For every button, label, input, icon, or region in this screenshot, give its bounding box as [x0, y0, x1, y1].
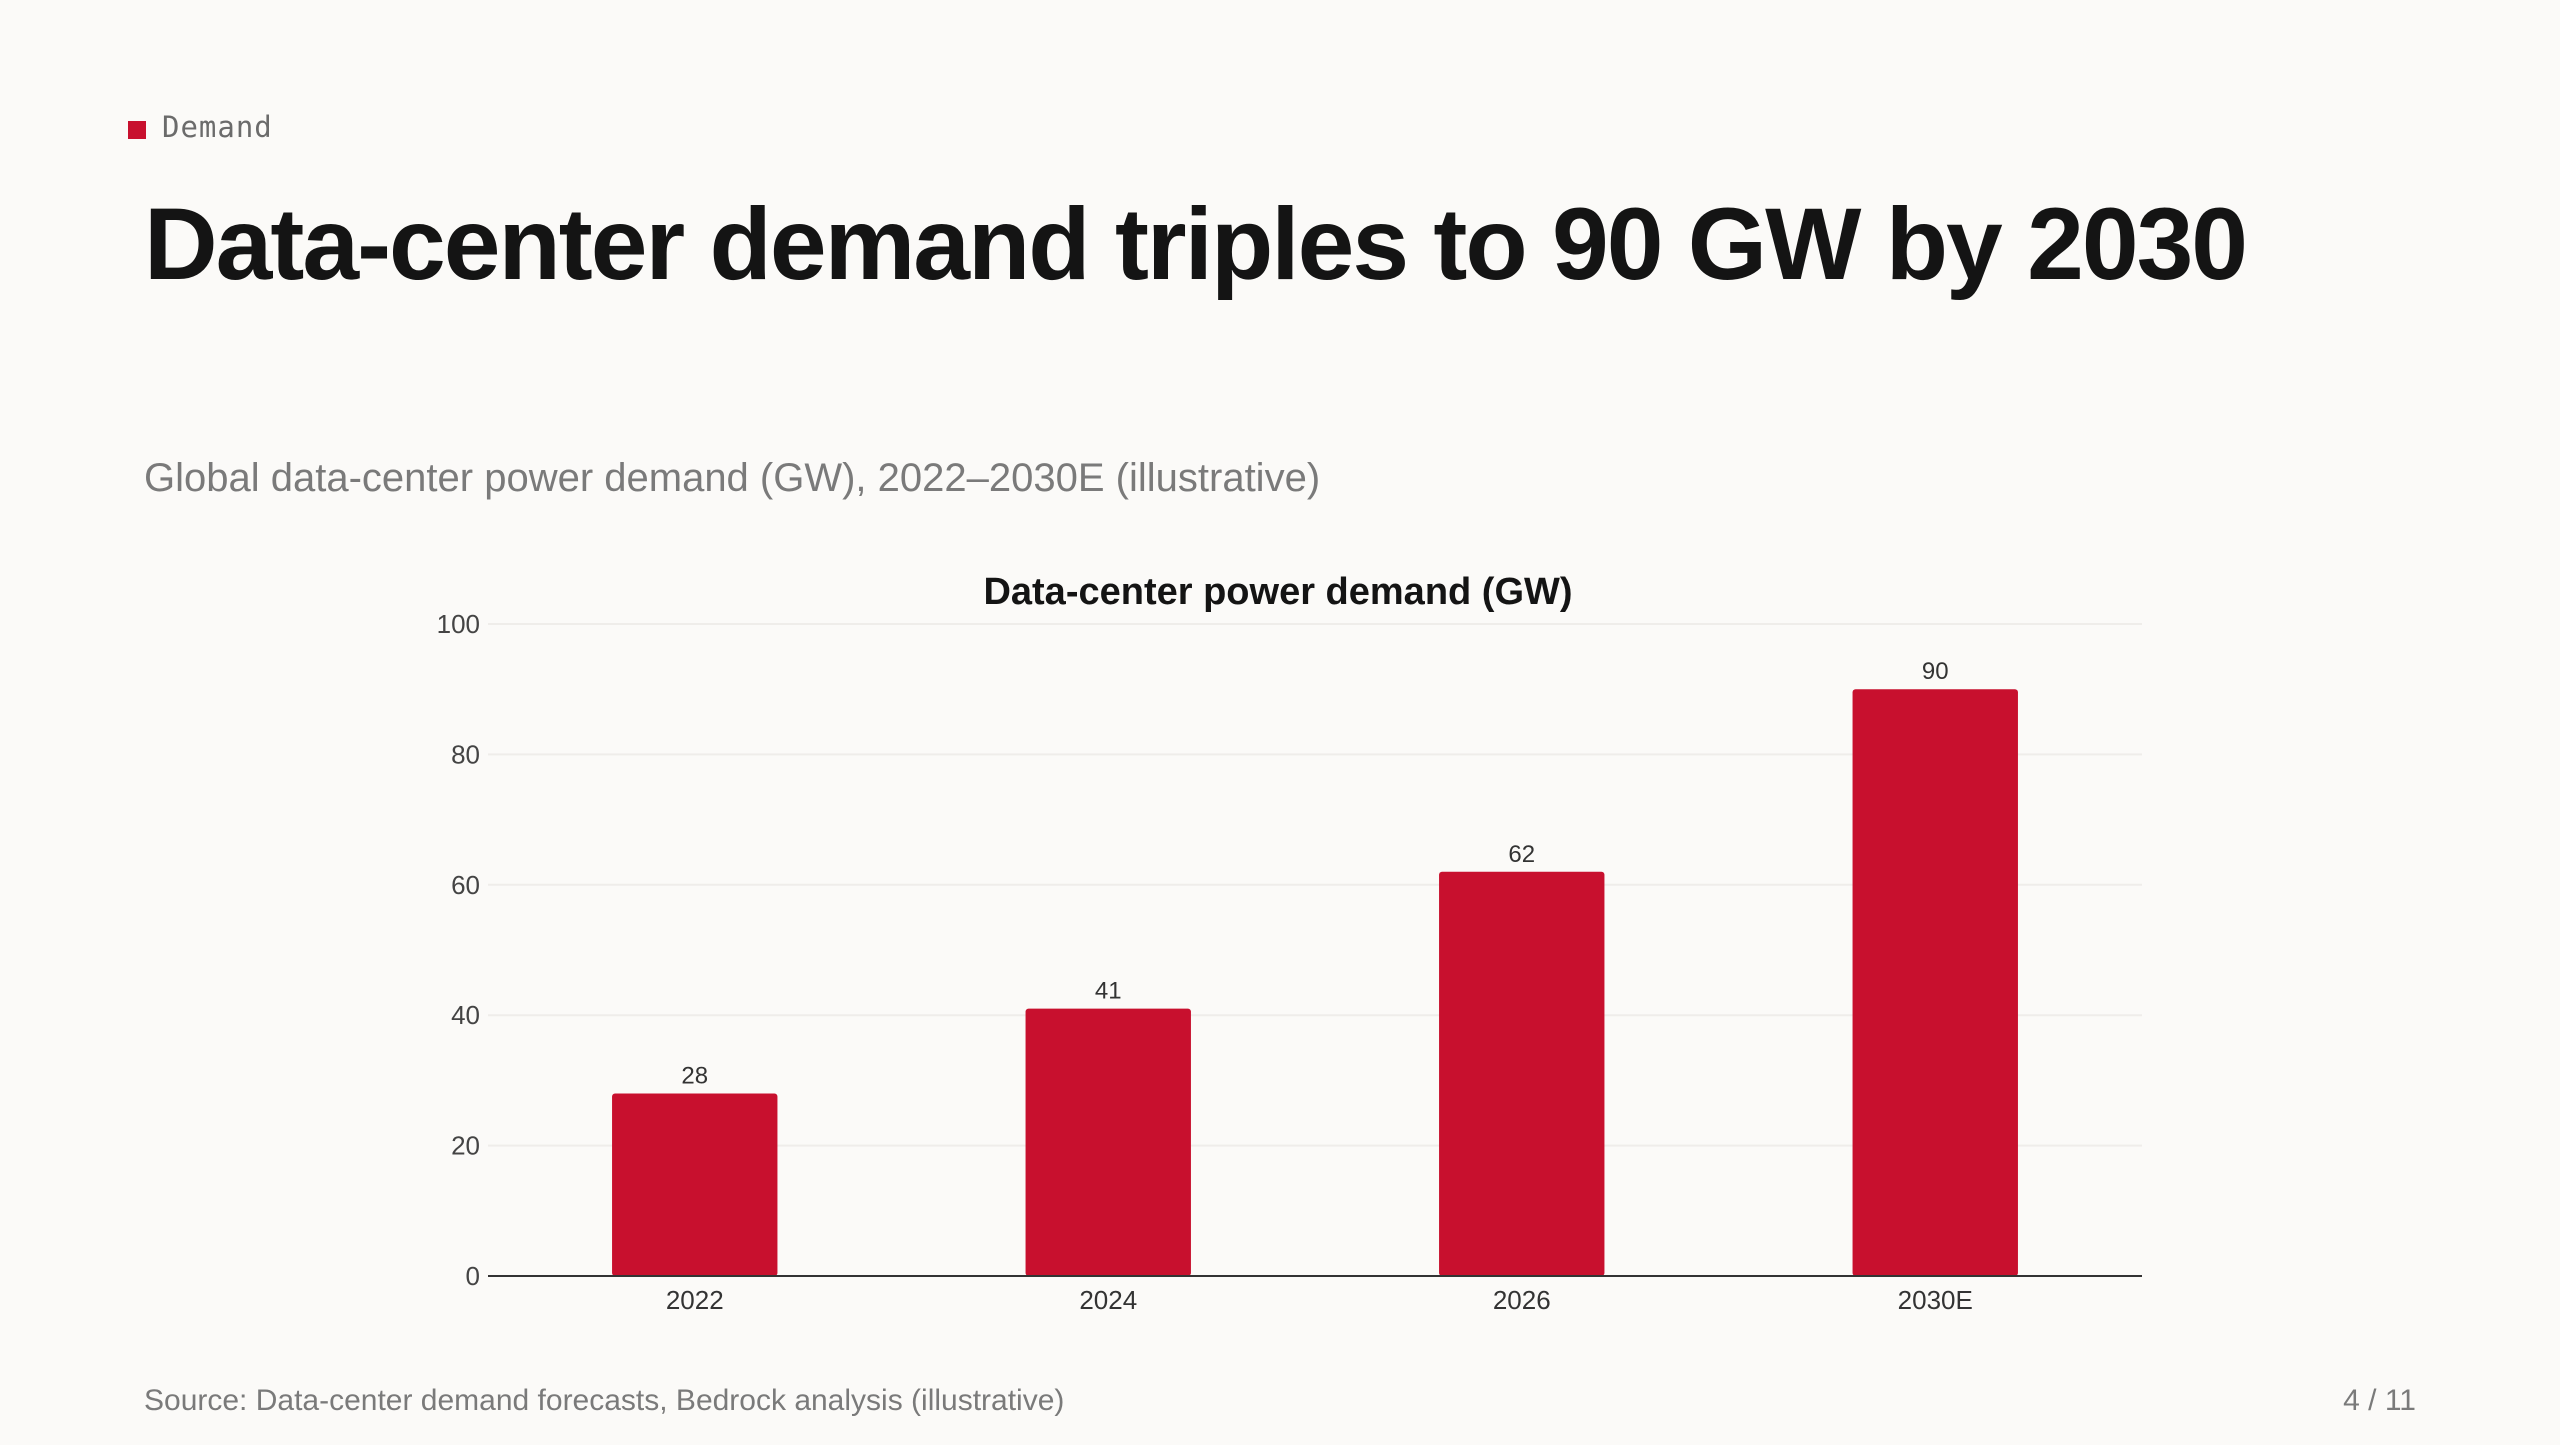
y-tick-label: 0 [466, 1261, 480, 1291]
data-label: 62 [1508, 841, 1535, 868]
y-tick-label: 100 [437, 609, 480, 639]
bar-2022 [612, 1093, 778, 1276]
x-tick-label: 2030E [1898, 1285, 1973, 1315]
data-label: 90 [1922, 658, 1949, 685]
data-label: 28 [681, 1062, 708, 1089]
slide-subtitle: Global data-center power demand (GW), 20… [144, 456, 1321, 500]
y-tick-label: 80 [451, 739, 480, 769]
chart-data-labels: 28 41 62 90 [681, 658, 1948, 1089]
bar-2026 [1439, 871, 1605, 1276]
bar-2024 [1025, 1008, 1191, 1276]
source-note: Source: Data-center demand forecasts, Be… [144, 1384, 1065, 1417]
x-tick-label: 2026 [1493, 1285, 1551, 1315]
y-tick-label: 60 [451, 870, 480, 900]
eyebrow-marker [128, 121, 146, 139]
y-axis-ticks: 0 20 40 60 80 100 [437, 609, 480, 1291]
x-tick-label: 2022 [666, 1285, 724, 1315]
bar-2030e [1852, 689, 2018, 1276]
page-number: 4 / 11 [2343, 1384, 2416, 1417]
x-axis-ticks: 2022 2024 2026 2030E [666, 1285, 1973, 1315]
x-tick-label: 2024 [1079, 1285, 1137, 1315]
y-tick-label: 40 [451, 1000, 480, 1030]
slide-title: Data-center demand triples to 90 GW by 2… [144, 187, 2248, 301]
data-label: 41 [1095, 978, 1122, 1005]
chart-title: Data-center power demand (GW) [983, 571, 1572, 613]
y-tick-label: 20 [451, 1131, 480, 1161]
eyebrow: Demand [128, 110, 273, 144]
chart-bars [612, 689, 2018, 1276]
eyebrow-label: Demand [162, 110, 273, 144]
